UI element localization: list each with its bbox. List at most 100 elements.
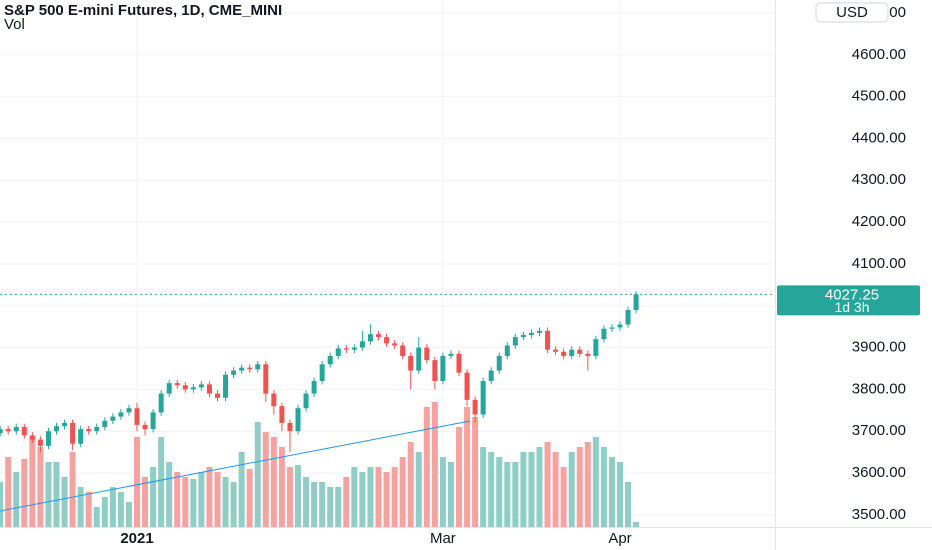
volume-bar: [158, 437, 165, 527]
volume-bar: [633, 522, 640, 527]
candle-body: [343, 348, 349, 350]
volume-bar: [560, 467, 567, 527]
candle-body: [424, 347, 430, 361]
volume-bar: [496, 457, 503, 527]
volume-bar: [552, 452, 559, 527]
y-tick-label: 4600.00: [852, 46, 906, 63]
volume-bar: [101, 497, 108, 527]
volume-bar: [375, 467, 382, 527]
candle-body: [472, 399, 478, 415]
volume-bar: [0, 482, 4, 527]
volume-bar: [246, 469, 253, 527]
volume-bar: [431, 402, 438, 527]
candle-body: [37, 439, 43, 446]
x-tick-label: Apr: [608, 530, 631, 547]
candle-body: [295, 408, 301, 432]
candle-body: [617, 324, 623, 328]
grid-layer: [0, 0, 775, 527]
candle-body: [126, 408, 132, 413]
volume-bar: [608, 457, 615, 527]
volume-bar: [214, 472, 221, 527]
volume-bar: [335, 487, 342, 527]
volume-bar: [303, 477, 310, 527]
volume-bar: [190, 479, 197, 527]
candle-body: [448, 353, 454, 356]
candle-body: [601, 328, 607, 340]
candle-body: [206, 384, 212, 394]
volume-bar: [230, 482, 237, 527]
candle-body: [633, 294, 639, 310]
candle-body: [150, 412, 156, 430]
candle-body: [118, 412, 124, 417]
candle-body: [0, 429, 3, 434]
volume-bar: [53, 462, 60, 527]
candle-body: [255, 364, 261, 370]
volume-bar: [21, 459, 28, 527]
y-tick-label: 3900.00: [852, 339, 906, 356]
candle-body: [496, 355, 502, 371]
volume-bar: [311, 482, 318, 527]
y-tick-label: 4300.00: [852, 171, 906, 188]
volume-bar: [270, 437, 277, 527]
volume-bar: [37, 447, 44, 527]
candle-body: [29, 435, 35, 440]
candle-body: [174, 383, 180, 386]
volume-bar: [367, 467, 374, 527]
y-tick-label: 3600.00: [852, 464, 906, 481]
volume-bar: [174, 472, 181, 527]
candle-body: [520, 335, 526, 338]
candle-body: [319, 364, 325, 382]
volume-bar: [456, 427, 462, 527]
candle-body: [367, 334, 373, 342]
candle-body: [432, 360, 438, 382]
countdown-label: 1d 3h: [834, 299, 869, 315]
last-price-box: [777, 285, 920, 316]
y-tick-label: 4500.00: [852, 88, 906, 105]
candle-body: [440, 355, 446, 382]
volume-label: Vol: [4, 16, 25, 33]
volume-bar: [319, 482, 326, 527]
candle-body: [464, 372, 470, 400]
volume-bar: [278, 447, 285, 527]
currency-button[interactable]: [815, 2, 889, 23]
candle-body: [239, 367, 245, 371]
candle-body: [384, 337, 390, 344]
candle-body: [537, 330, 542, 333]
volume-bar: [464, 407, 471, 527]
candle-body: [528, 332, 534, 336]
currency-label[interactable]: USD: [836, 4, 868, 21]
volume-bar: [528, 452, 535, 527]
candle-body: [158, 393, 164, 413]
volume-bar: [544, 442, 551, 527]
candle-body: [609, 327, 615, 329]
candle-body: [400, 345, 406, 356]
volume-bar: [327, 487, 334, 527]
x-tick-label: 2021: [120, 530, 153, 547]
candle-layer: [0, 291, 639, 453]
candle-body: [625, 309, 631, 325]
candle-body: [577, 349, 583, 354]
candle-body: [504, 345, 510, 356]
candle-body: [416, 347, 422, 371]
volume-bar: [109, 487, 116, 527]
volume-bar: [343, 477, 350, 527]
candle-body: [376, 334, 381, 338]
volume-bar: [150, 467, 157, 527]
volume-bar: [69, 452, 76, 527]
volume-bar: [584, 442, 591, 527]
candle-body: [190, 387, 196, 390]
candle-body: [198, 384, 204, 388]
volume-bar: [198, 472, 205, 527]
candle-body: [303, 393, 309, 409]
volume-bar: [351, 467, 358, 527]
volume-bar: [254, 422, 261, 527]
candle-body: [593, 339, 599, 356]
y-tick-label: 4100.00: [852, 255, 906, 272]
candle-body: [335, 348, 341, 356]
volume-bar: [536, 447, 543, 527]
candle-body: [392, 343, 398, 346]
candle-body: [569, 349, 575, 356]
volume-bar: [447, 462, 454, 527]
candle-body: [54, 426, 59, 432]
